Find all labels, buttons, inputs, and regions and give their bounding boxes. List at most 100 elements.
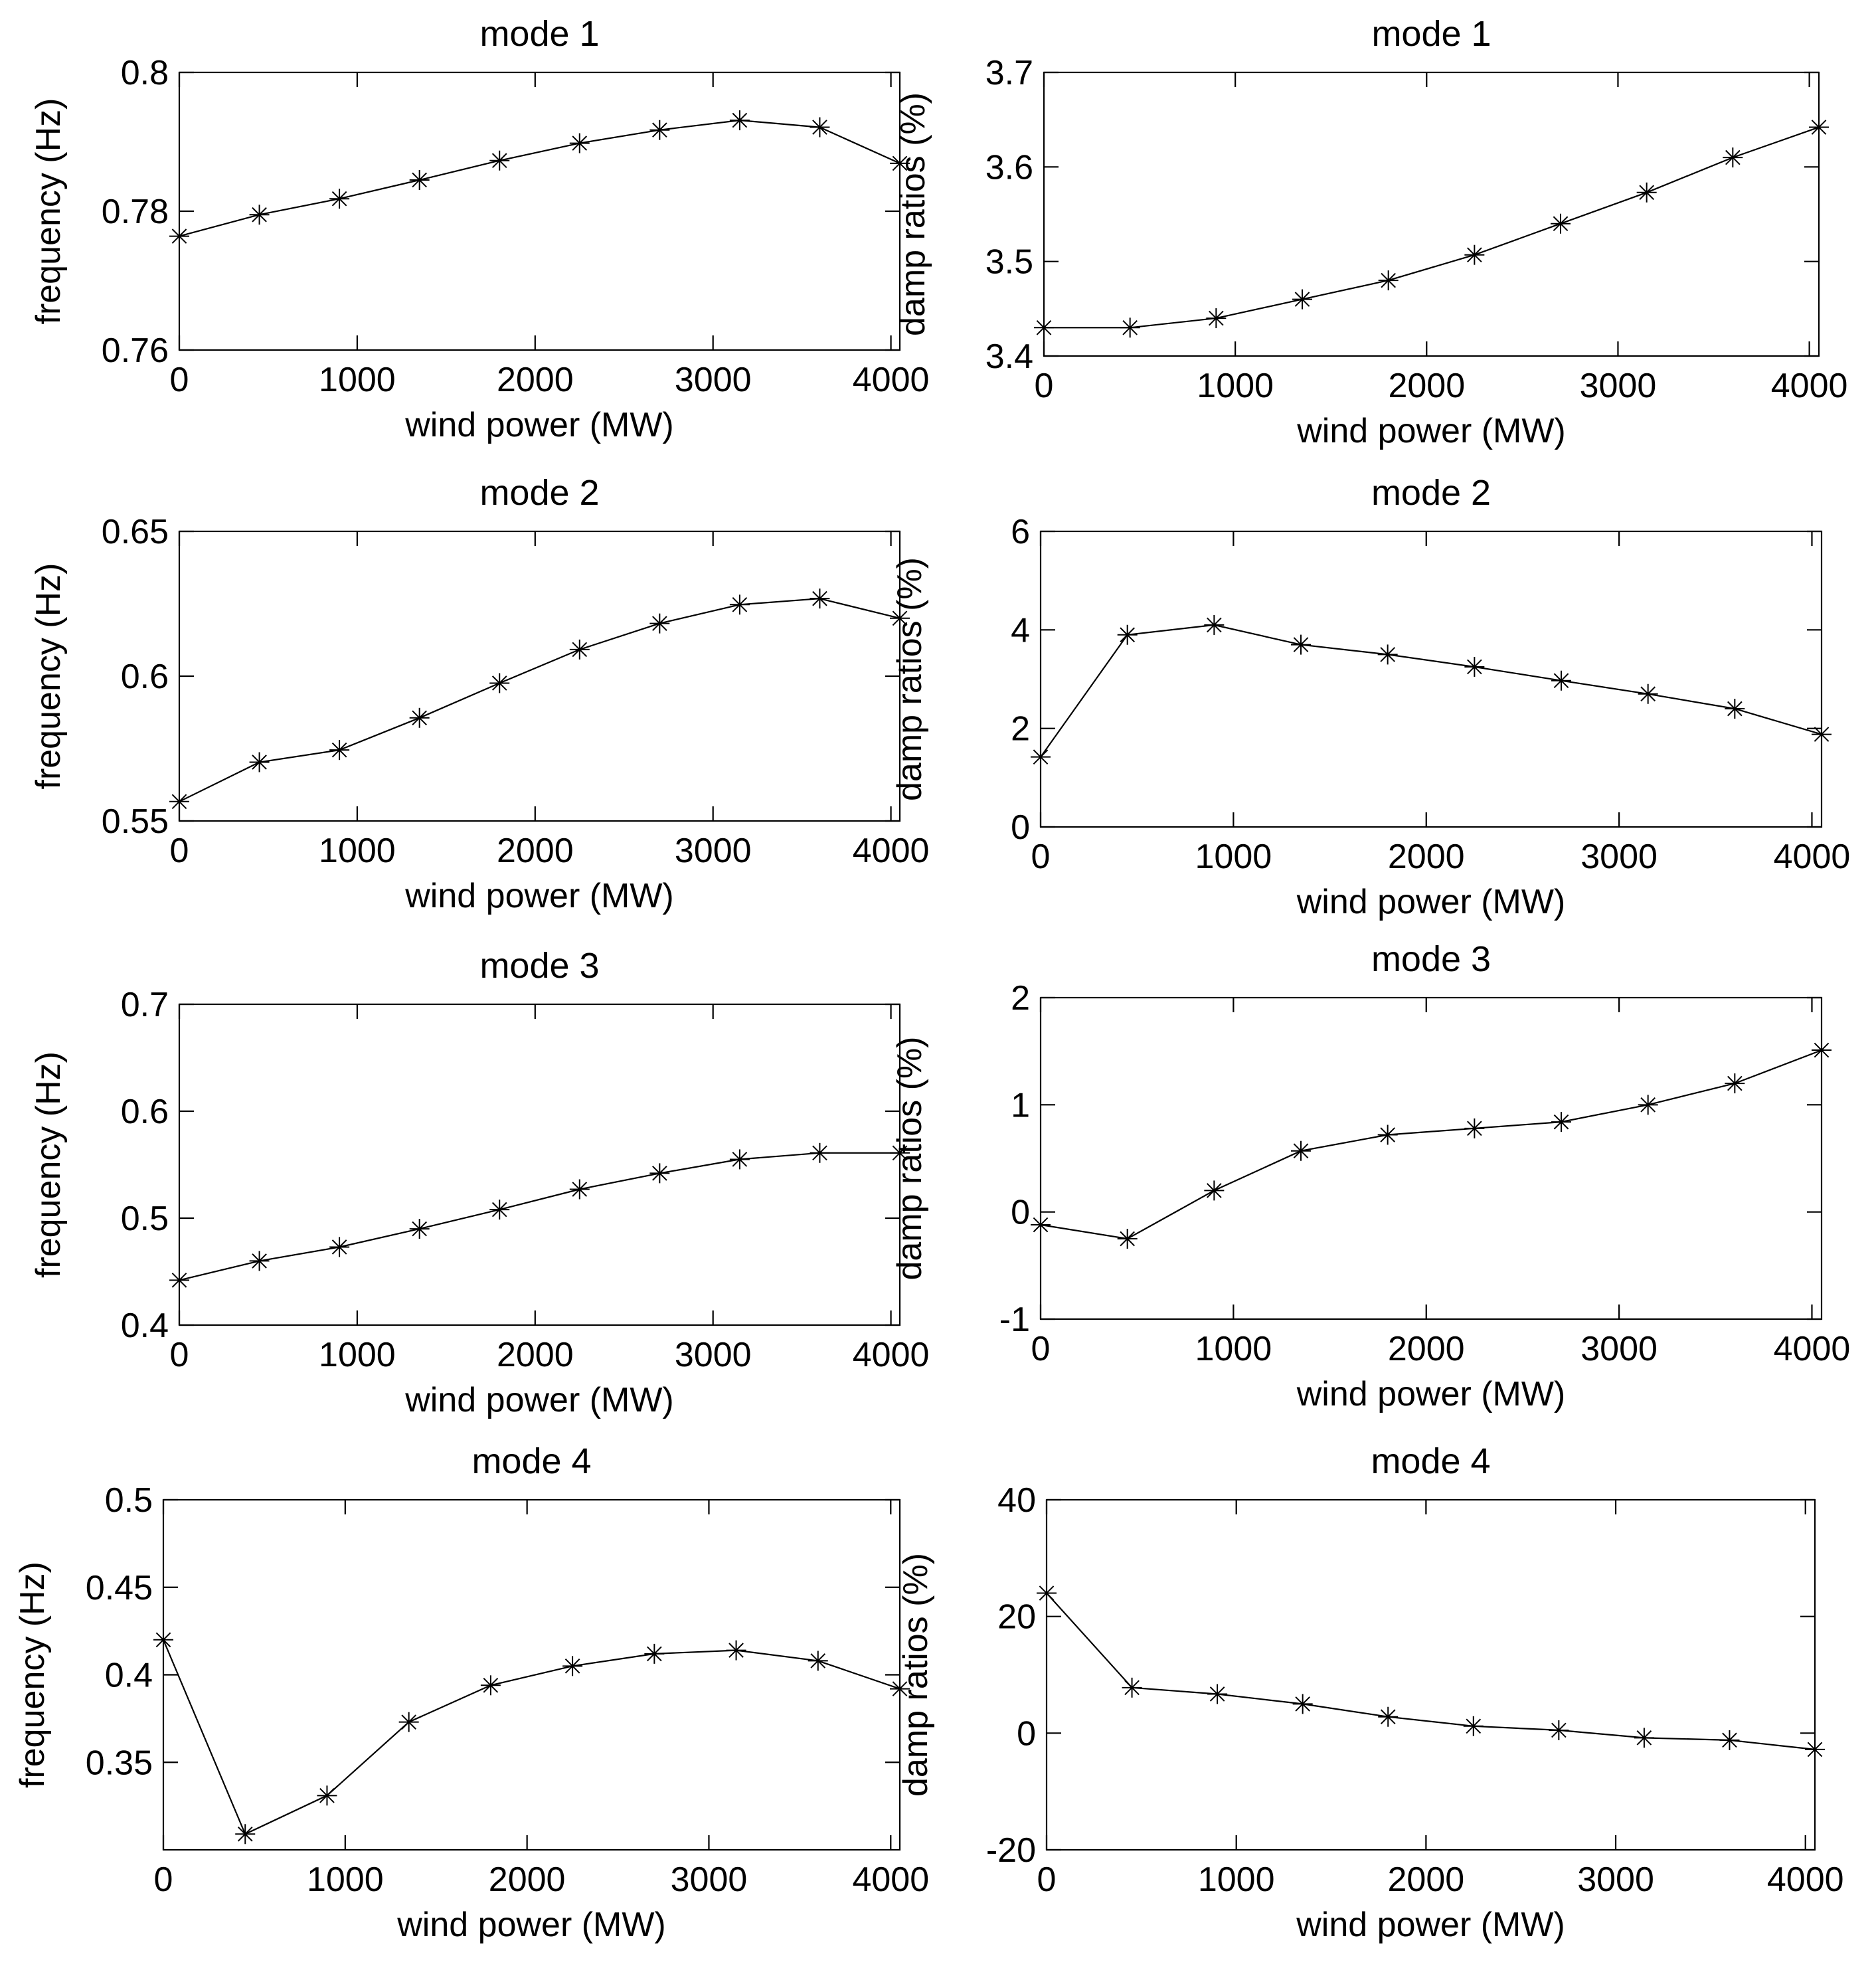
x-axis-label: wind power (MW)	[404, 877, 674, 915]
data-point	[890, 153, 910, 173]
data-point	[890, 608, 910, 628]
x-tick-label: 0	[170, 1336, 189, 1374]
x-tick-label: 0	[170, 832, 189, 870]
data-point	[1120, 317, 1140, 338]
x-tick-label: 3000	[1580, 838, 1658, 876]
data-point	[235, 1824, 256, 1845]
series-line	[1040, 1049, 1822, 1240]
data-point	[1464, 656, 1485, 677]
series-line	[1046, 1592, 1816, 1750]
y-tick-label: 3.4	[985, 337, 1033, 376]
data-point	[169, 1270, 189, 1291]
x-tick-label: 0	[1031, 1330, 1051, 1368]
data-point	[1031, 1215, 1051, 1235]
y-tick-label: 0.55	[102, 802, 169, 841]
subplot-3: mode 2 0 1000 2000 3000 4000 0.55 0.6 0.65 wind p…	[29, 473, 929, 915]
axes-box	[178, 71, 901, 351]
x-axis-label: wind power (MW)	[1296, 883, 1566, 921]
y-tick-label: 0	[1017, 1714, 1036, 1753]
x-tick-label: 4000	[852, 1860, 929, 1899]
data-point	[409, 707, 430, 728]
y-axis-label: frequency (Hz)	[29, 1051, 68, 1278]
data-point	[1812, 724, 1832, 745]
data-point	[1725, 1073, 1745, 1094]
data-point	[1638, 1095, 1658, 1115]
y-tick-label: 3.6	[985, 148, 1033, 187]
data-point	[890, 1142, 910, 1163]
data-point	[729, 594, 750, 615]
x-tick-label: 2000	[497, 361, 574, 399]
data-point	[1204, 614, 1225, 635]
data-point	[317, 1785, 337, 1806]
x-tick-label: 2000	[497, 1336, 574, 1374]
chart-title: mode 3	[479, 946, 599, 986]
y-axis-label: frequency (Hz)	[29, 98, 68, 325]
y-tick-label: 4	[1011, 611, 1030, 650]
x-axis-label: wind power (MW)	[404, 406, 674, 444]
chart-title: mode 4	[1371, 1441, 1490, 1481]
axes-box	[1045, 1498, 1816, 1851]
data-point	[569, 639, 590, 660]
y-tick-label: 0	[1011, 1194, 1030, 1232]
data-point	[409, 169, 430, 190]
x-tick-label: 3000	[671, 1860, 748, 1899]
data-point	[1377, 644, 1398, 665]
axes-box	[1043, 71, 1820, 357]
x-tick-label: 3000	[675, 361, 752, 399]
data-point	[569, 133, 590, 153]
x-tick-label: 4000	[1767, 1860, 1844, 1899]
data-point	[1805, 1739, 1825, 1759]
chart-title: mode 1	[1371, 14, 1491, 54]
x-tick-label: 0	[1037, 1860, 1057, 1899]
data-point	[489, 673, 510, 693]
data-point	[153, 1629, 173, 1650]
data-point	[890, 1678, 910, 1699]
data-point	[1634, 1728, 1654, 1748]
data-point	[329, 1237, 350, 1257]
data-point	[249, 752, 270, 772]
data-point	[1122, 1677, 1142, 1698]
x-tick-label: 1000	[1195, 1330, 1272, 1368]
data-point	[409, 1219, 430, 1239]
data-point	[810, 588, 830, 609]
y-tick-label: 3.5	[985, 243, 1033, 282]
series-line	[179, 598, 900, 802]
data-point	[1636, 182, 1657, 203]
data-point	[810, 1142, 830, 1163]
series-line	[1040, 624, 1822, 758]
data-point	[249, 1251, 270, 1271]
data-point	[1292, 289, 1312, 310]
x-tick-label: 0	[170, 361, 189, 399]
data-point	[729, 1149, 750, 1170]
chart-title: mode 1	[479, 14, 599, 54]
y-tick-label: 6	[1011, 513, 1030, 551]
y-tick-label: 0.7	[121, 986, 169, 1024]
chart-title: mode 3	[1371, 939, 1491, 979]
x-tick-label: 1000	[1195, 838, 1272, 876]
data-point	[1463, 1716, 1484, 1736]
chart-title: mode 4	[471, 1441, 591, 1481]
y-axis-label: frequency (Hz)	[29, 563, 68, 790]
data-point	[1464, 1118, 1485, 1138]
data-point	[1549, 1720, 1569, 1740]
data-point	[1723, 147, 1743, 168]
subplot-7: mode 4 0 1000 2000 3000 4000 0.35 0.4 0.45 0.5 win…	[13, 1441, 929, 1944]
data-point	[1292, 1694, 1313, 1714]
data-point	[1291, 634, 1311, 655]
y-axis-label: damp ratios (%)	[894, 92, 932, 336]
y-tick-label: 0.4	[105, 1657, 153, 1695]
data-point	[1037, 1583, 1057, 1603]
x-tick-label: 4000	[853, 1336, 930, 1374]
x-tick-label: 1000	[319, 1336, 396, 1374]
x-axis-label: wind power (MW)	[1296, 1906, 1565, 1944]
data-point	[1378, 270, 1399, 291]
y-tick-label: 2	[1011, 979, 1030, 1018]
y-tick-label: 20	[997, 1598, 1036, 1637]
y-tick-label: 0.76	[102, 331, 169, 370]
y-tick-label: 0.6	[121, 658, 169, 696]
data-point	[1291, 1140, 1311, 1161]
y-axis-label: frequency (Hz)	[13, 1562, 52, 1788]
data-point	[489, 150, 510, 171]
